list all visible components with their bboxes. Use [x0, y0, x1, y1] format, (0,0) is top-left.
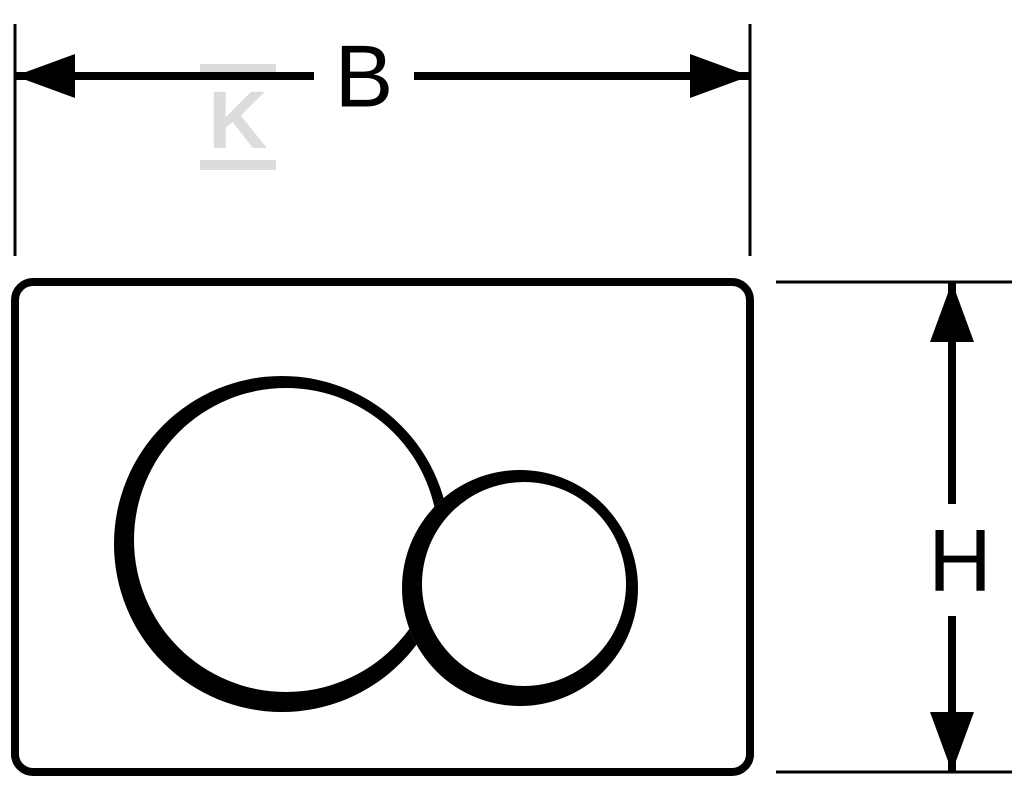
- watermark-bar-bottom: [200, 160, 276, 170]
- technical-diagram: K B H: [0, 0, 1024, 792]
- dimension-width-label: B: [335, 27, 394, 126]
- dimension-height-label: H: [928, 511, 992, 610]
- watermark-letter: K: [208, 75, 267, 166]
